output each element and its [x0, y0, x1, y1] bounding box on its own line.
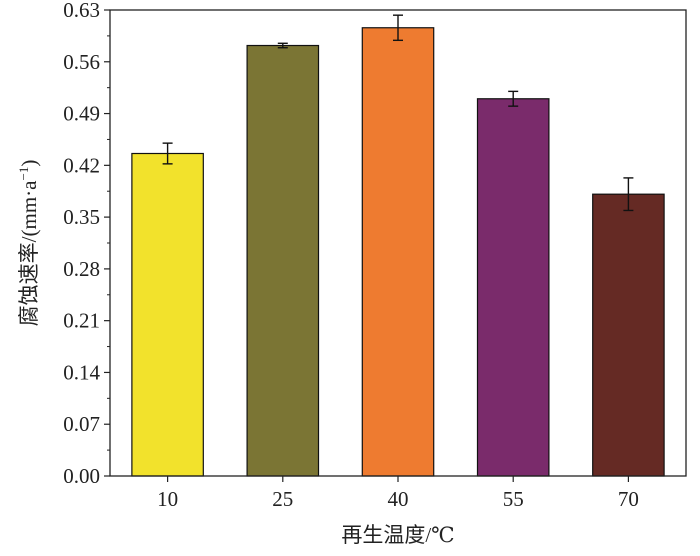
bar-40 [361, 27, 435, 477]
x-tick-label: 55 [503, 487, 524, 511]
x-tick-label: 25 [272, 487, 293, 511]
bar-10 [131, 152, 204, 477]
y-tick-label: 0.49 [63, 102, 100, 126]
x-tick-label: 70 [618, 487, 639, 511]
x-tick-label: 10 [157, 487, 178, 511]
y-tick-label: 0.21 [63, 309, 100, 333]
bars-layer [131, 27, 665, 477]
y-tick-label: 0.00 [63, 464, 100, 488]
y-axis-title-main: 腐蚀速率/(mm·a [17, 180, 41, 326]
error-bar-70 [623, 177, 634, 212]
y-tick-label: 0.28 [63, 257, 100, 281]
error-bar-55 [508, 90, 519, 107]
bar-55 [476, 98, 550, 477]
y-tick-label: 0.56 [63, 50, 100, 74]
y-tick-label: 0.14 [63, 360, 100, 384]
y-tick-label: 0.42 [63, 153, 100, 177]
bar-70 [592, 193, 665, 477]
y-axis: 0.00 0.07 0.14 0.21 0.28 0.35 0.42 0.49 0.56 0.63 [63, 0, 110, 488]
y-tick-label: 0.07 [63, 412, 100, 436]
error-bars-layer [162, 14, 634, 212]
y-axis-title-close: ) [17, 160, 41, 167]
error-bar-25 [277, 42, 288, 49]
x-axis: 10 25 40 55 70 [157, 476, 639, 511]
y-tick-label: 0.63 [63, 0, 100, 22]
bar-25 [246, 44, 320, 477]
x-axis-title: 再生温度/℃ [341, 523, 454, 547]
y-axis-title-superscript: −1 [16, 167, 31, 181]
error-bar-40 [393, 14, 403, 42]
x-tick-label: 40 [388, 487, 409, 511]
error-bar-10 [162, 142, 173, 165]
y-axis-title: 腐蚀速率/(mm·a−1) [16, 160, 41, 327]
y-tick-label: 0.35 [63, 205, 100, 229]
